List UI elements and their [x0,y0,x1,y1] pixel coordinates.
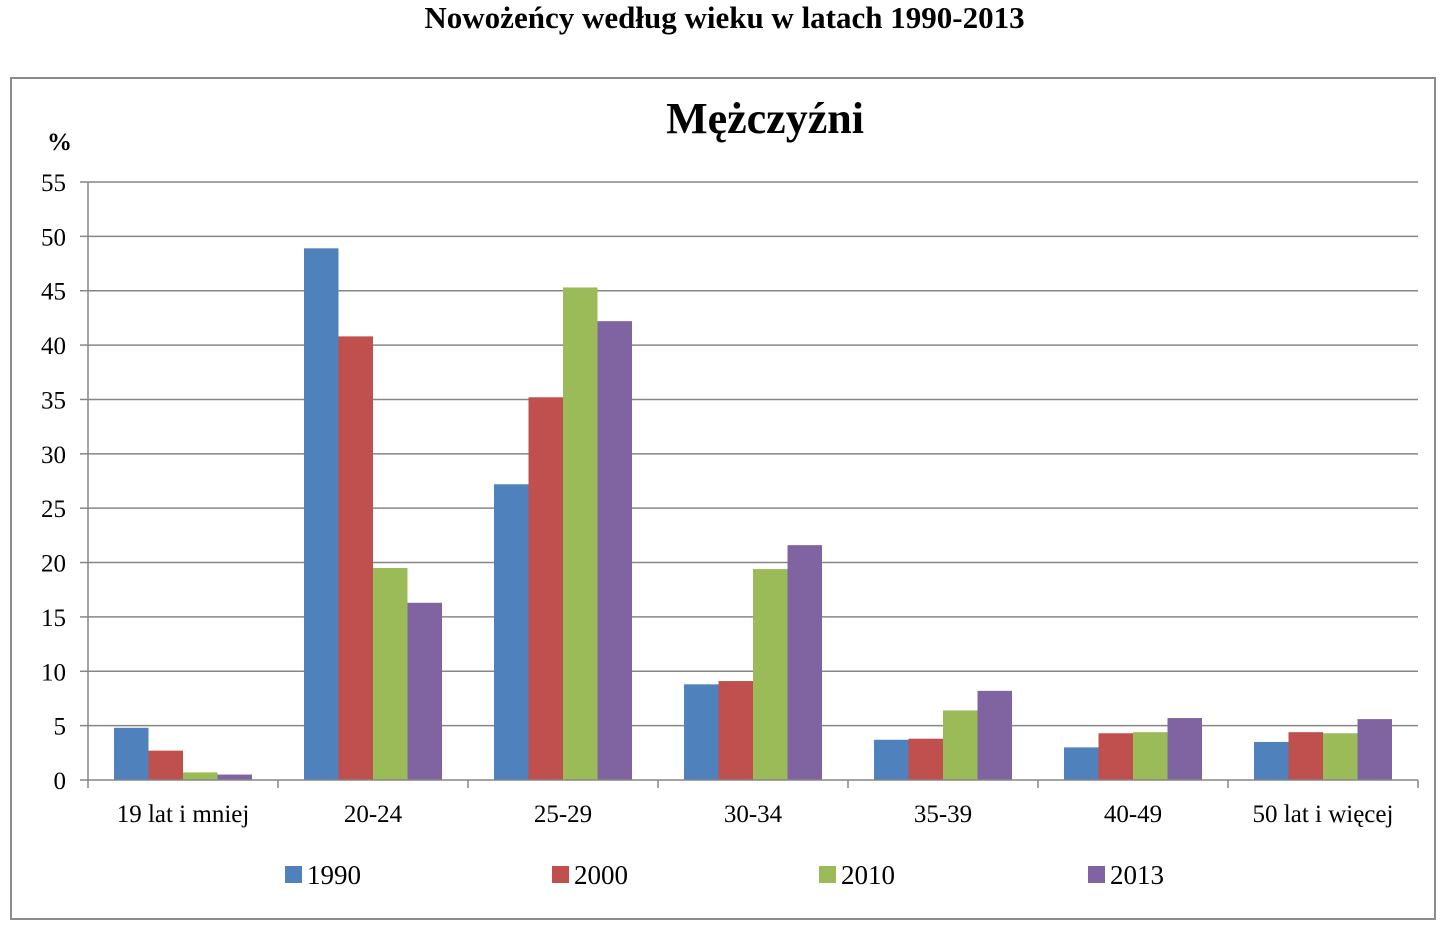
y-tick-label: 35 [41,387,66,414]
bar-1990-4 [874,739,909,780]
bar-1990-6 [1254,741,1289,780]
bar-2010-6 [1323,733,1358,780]
y-tick-label: 20 [41,551,66,578]
x-tick-label: 50 lat i więcej [1253,801,1394,828]
x-tick-label: 25-29 [534,801,592,828]
y-tick-label: 0 [54,768,67,795]
bar-2000-0 [148,750,183,780]
legend-label-1990: 1990 [307,860,361,890]
bar-1990-5 [1064,747,1099,780]
bar-2010-0 [183,772,218,780]
y-axis-label: % [47,129,72,156]
x-tick-label: 19 lat i mniej [117,801,250,828]
bar-2010-2 [563,287,598,780]
bar-2000-4 [908,738,943,780]
legend-swatch-1990 [285,866,302,883]
bar-2013-4 [977,690,1012,780]
bar-2010-3 [753,569,788,780]
legend: 1990 2000 2010 2013 [285,860,1164,890]
y-tick-label: 55 [41,170,66,197]
bar-2013-3 [787,545,822,780]
bar-1990-2 [494,484,529,780]
legend-label-2000: 2000 [574,860,628,890]
y-tick-label: 10 [41,659,66,686]
x-tick-label: 40-49 [1104,801,1162,828]
chart-frame [10,77,1436,920]
bar-1990-0 [114,727,149,780]
bar-2000-5 [1098,733,1133,780]
x-tick-label: 20-24 [344,801,403,828]
chart-title: Mężczyźni [666,94,864,143]
y-tick-label: 25 [41,496,66,523]
bar-1990-3 [684,684,719,780]
y-tick-label: 50 [41,224,66,251]
bar-2013-0 [217,774,252,780]
x-tick-label: 30-34 [724,801,783,828]
legend-label-2010: 2010 [841,860,895,890]
bar-2000-3 [718,681,753,780]
legend-swatch-2013 [1088,866,1105,883]
y-tick-label: 40 [41,333,66,360]
legend-swatch-2010 [819,866,836,883]
bar-2013-6 [1357,719,1392,780]
bar-2013-2 [597,321,632,780]
bar-2010-1 [373,567,408,780]
page-title: Nowożeńcy według wieku w latach 1990-201… [424,0,1025,35]
y-tick-label: 15 [41,605,66,632]
bars [114,248,1392,781]
bar-2013-1 [407,602,442,780]
bar-2000-6 [1288,732,1323,780]
bar-2010-4 [943,710,978,780]
bar-2000-2 [528,397,563,780]
x-tick-label: 35-39 [914,801,972,828]
bar-2000-1 [338,336,373,780]
legend-label-2013: 2013 [1110,860,1164,890]
axes: 0 5 10 15 20 25 30 35 40 45 50 55 19 lat i mniej 20-2… [41,170,1419,828]
legend-swatch-2000 [552,866,569,883]
bar-2010-5 [1133,732,1168,780]
bar-1990-1 [304,248,339,781]
y-tick-label: 30 [41,442,66,469]
bar-2013-5 [1167,718,1202,780]
y-tick-label: 45 [41,279,66,306]
y-tick-label: 5 [54,714,67,741]
